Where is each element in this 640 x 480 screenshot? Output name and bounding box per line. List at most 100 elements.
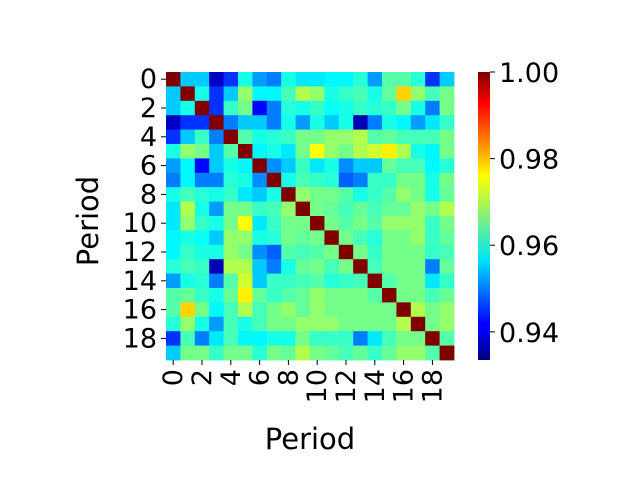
heatmap-cell: [425, 244, 440, 260]
heatmap-cell: [425, 230, 440, 246]
heatmap-cell: [266, 273, 282, 289]
heatmap-cell: [396, 100, 412, 116]
heatmap-cell: [252, 345, 268, 361]
heatmap-cell: [166, 288, 181, 303]
heatmap-cell: [194, 158, 210, 174]
heatmap-cell: [382, 331, 397, 346]
heatmap-cell: [367, 259, 383, 274]
heatmap-cell: [209, 72, 224, 87]
heatmap-cell: [266, 244, 282, 260]
heatmap-cell: [209, 216, 224, 231]
heatmap-cell: [338, 316, 354, 332]
heatmap-cell: [310, 115, 325, 130]
heatmap-cell: [223, 331, 239, 346]
heatmap-cell: [425, 86, 440, 102]
heatmap-cell: [180, 86, 196, 102]
heatmap-cell: [209, 172, 224, 188]
heatmap-cell: [396, 115, 412, 130]
heatmap-cell: [310, 187, 325, 202]
heatmap-cell: [439, 273, 455, 289]
heatmap-cell: [238, 331, 253, 346]
heatmap-cell: [367, 100, 383, 116]
heatmap-cell: [194, 273, 210, 289]
heatmap-cell: [166, 216, 181, 231]
heatmap-cell: [310, 244, 325, 260]
heatmap-cell: [310, 288, 325, 303]
heatmap-cell: [166, 172, 181, 188]
y-tick-label: 16: [123, 295, 157, 326]
heatmap-cell: [382, 230, 397, 246]
heatmap-cell: [281, 259, 296, 274]
heatmap-cell: [367, 115, 383, 130]
heatmap-cell: [194, 201, 210, 217]
heatmap-cell: [166, 345, 181, 361]
heatmap-cell: [353, 302, 368, 318]
heatmap-cell: [396, 129, 412, 145]
y-tick-label: 4: [140, 122, 157, 153]
heatmap-cell: [425, 172, 440, 188]
heatmap-cell: [209, 345, 224, 361]
x-tick-label: 8: [273, 369, 304, 386]
heatmap-cell: [425, 187, 440, 202]
heatmap-cell: [353, 72, 368, 87]
heatmap-cell: [223, 216, 239, 231]
heatmap-cell: [209, 230, 224, 246]
heatmap-cell: [410, 244, 426, 260]
heatmap-cell: [209, 259, 224, 274]
heatmap-cell: [281, 158, 296, 174]
heatmap-cell: [209, 302, 224, 318]
heatmap-cell: [252, 86, 268, 102]
heatmap-cell: [382, 100, 397, 116]
heatmap-cell: [180, 288, 196, 303]
heatmap-cell: [281, 187, 296, 202]
heatmap-cell: [166, 115, 181, 130]
heatmap-cell: [410, 302, 426, 318]
heatmap-cell: [166, 259, 181, 274]
heatmap-cell: [166, 331, 181, 346]
heatmap-cell: [209, 316, 224, 332]
heatmap-cell: [338, 273, 354, 289]
heatmap-cell: [382, 244, 397, 260]
heatmap-cell: [252, 172, 268, 188]
y-tick-label: 18: [123, 323, 157, 354]
heatmap-cell: [180, 187, 196, 202]
heatmap-cell: [382, 129, 397, 145]
heatmap-cell: [410, 72, 426, 87]
heatmap-cell: [353, 115, 368, 130]
heatmap-cell: [324, 302, 340, 318]
heatmap-cell: [382, 259, 397, 274]
heatmap-cell: [295, 331, 311, 346]
x-tick-label: 16: [389, 369, 420, 403]
heatmap-cell: [410, 331, 426, 346]
heatmap-cell: [252, 187, 268, 202]
heatmap-cell: [238, 158, 253, 174]
heatmap-cell: [252, 115, 268, 130]
colorbar-ticks: 0.94 0.96 0.98 1.00: [490, 58, 559, 349]
heatmap-cell: [367, 86, 383, 102]
heatmap-cell: [382, 273, 397, 289]
heatmap-cell: [367, 288, 383, 303]
heatmap-cell: [166, 129, 181, 145]
heatmap-cell: [166, 244, 181, 260]
heatmap-cell: [353, 201, 368, 217]
heatmap-cell: [367, 302, 383, 318]
heatmap-cell: [180, 316, 196, 332]
heatmap-cell: [194, 331, 210, 346]
heatmap-cell: [295, 244, 311, 260]
heatmap-cell: [425, 273, 440, 289]
heatmap-cell: [223, 230, 239, 246]
heatmap-cell: [252, 331, 268, 346]
heatmap-cell: [310, 273, 325, 289]
heatmap-cell: [338, 115, 354, 130]
heatmap-cell: [209, 187, 224, 202]
heatmap-cell: [310, 158, 325, 174]
heatmap-cell: [238, 244, 253, 260]
heatmap-cell: [223, 244, 239, 260]
heatmap-cell: [266, 72, 282, 87]
heatmap-cell: [324, 288, 340, 303]
heatmap-cell: [180, 144, 196, 159]
heatmap-cell: [223, 201, 239, 217]
heatmap-cell: [425, 129, 440, 145]
heatmap-cell: [410, 316, 426, 332]
